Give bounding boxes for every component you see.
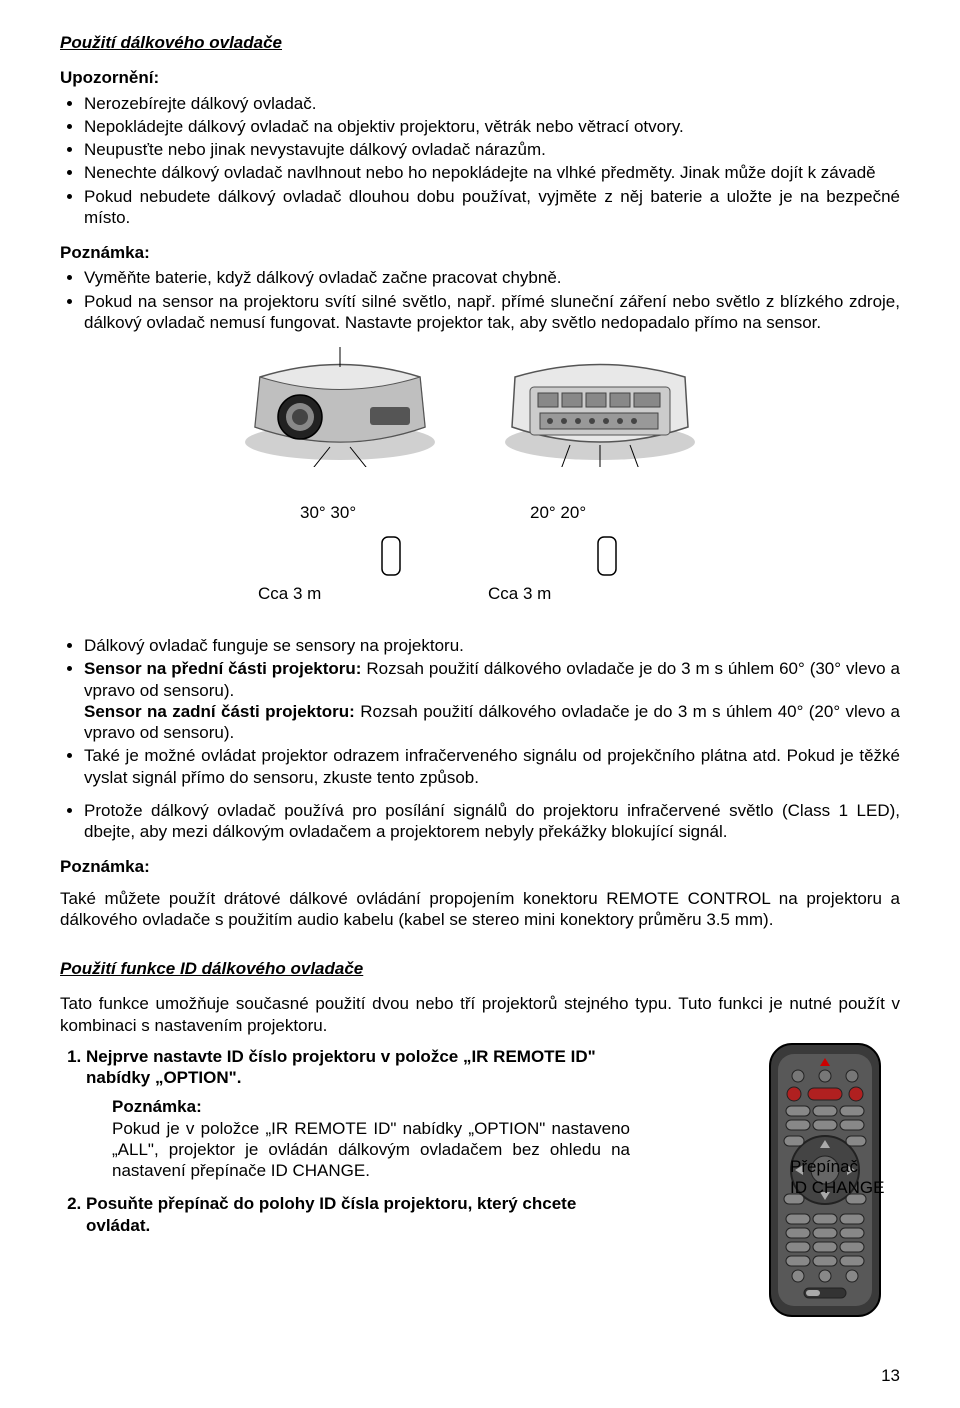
remote-small-icon: [380, 535, 402, 577]
note-heading-1: Poznámka:: [60, 242, 900, 263]
switch-label: Přepínač ID CHANGE: [790, 1156, 900, 1199]
distance-right-label: Cca 3 m: [488, 583, 551, 604]
note-2-paragraph: Také můžete použít drátové dálkové ovlád…: [60, 888, 900, 931]
page-number: 13: [881, 1365, 900, 1386]
list-item: Dálkový ovladač funguje se sensory na pr…: [84, 635, 900, 656]
list-item: Sensor na přední části projektoru: Rozsa…: [84, 658, 900, 743]
note-heading-2: Poznámka:: [60, 856, 900, 877]
list-item: Neupusťte nebo jinak nevystavujte dálkov…: [84, 139, 900, 160]
angle-right-label: 20° 20°: [530, 502, 586, 523]
angle-left-label: 30° 30°: [300, 502, 356, 523]
note-list-1: Vyměňte baterie, když dálkový ovladač za…: [60, 267, 900, 333]
projector-rear-icon: [500, 347, 700, 467]
step-1-note-heading: Poznámka:: [112, 1097, 202, 1116]
list-item: Nepokládejte dálkový ovladač na objektiv…: [84, 116, 900, 137]
remote-small-icon: [596, 535, 618, 577]
steps-area: Nejprve nastavte ID číslo projektoru v p…: [60, 1046, 900, 1236]
distance-left-label: Cca 3 m: [258, 583, 321, 604]
list-item: Protože dálkový ovladač používá pro posí…: [84, 800, 900, 843]
step-1-note-text: Pokud je v položce „IR REMOTE ID" nabídk…: [112, 1119, 630, 1181]
list-item: Vyměňte baterie, když dálkový ovladač za…: [84, 267, 900, 288]
list-item: Pokud na sensor na projektoru svítí siln…: [84, 291, 900, 334]
rear-sensor-label: Sensor na zadní části projektoru:: [84, 702, 360, 721]
list-item: Také je možné ovládat projektor odrazem …: [84, 745, 900, 788]
list-item: Pokud nebudete dálkový ovladač dlouhou d…: [84, 186, 900, 229]
step-1: Nejprve nastavte ID číslo projektoru v p…: [86, 1046, 630, 1182]
front-sensor-label: Sensor na přední části projektoru:: [84, 659, 366, 678]
list-item: Nerozebírejte dálkový ovladač.: [84, 93, 900, 114]
step-1-note: Poznámka: Pokud je v položce „IR REMOTE …: [112, 1096, 630, 1181]
step-1-text: Nejprve nastavte ID číslo projektoru v p…: [86, 1047, 596, 1087]
step-2: Posuňte přepínač do polohy ID čísla proj…: [86, 1193, 630, 1236]
id-intro-paragraph: Tato funkce umožňuje současné použití dv…: [60, 993, 900, 1036]
section-title-id: Použití funkce ID dálkového ovladače: [60, 958, 900, 979]
steps-list: Nejprve nastavte ID číslo projektoru v p…: [60, 1046, 630, 1236]
ir-list: Protože dálkový ovladač používá pro posí…: [60, 800, 900, 843]
list-item: Nenechte dálkový ovladač navlhnout nebo …: [84, 162, 900, 183]
warning-heading: Upozornění:: [60, 67, 900, 88]
projector-diagram: 30° 30° 20° 20° Cca 3 m Cca 3 m: [60, 347, 900, 627]
warning-list: Nerozebírejte dálkový ovladač. Nepokláde…: [60, 93, 900, 229]
section-title-usage: Použití dálkového ovladače: [60, 32, 900, 53]
sensor-list: Dálkový ovladač funguje se sensory na pr…: [60, 635, 900, 788]
projector-front-icon: [240, 347, 440, 467]
